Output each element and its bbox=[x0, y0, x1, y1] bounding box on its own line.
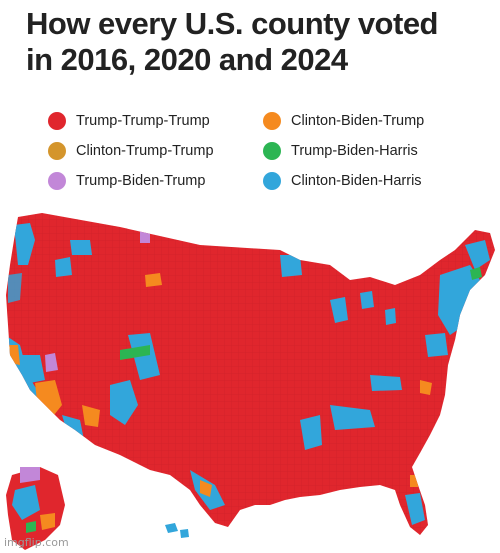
map-svg bbox=[6, 213, 495, 550]
region-oregon-west bbox=[8, 273, 22, 303]
region-mid-atlantic-blue bbox=[425, 333, 448, 357]
legend-label: Clinton-Biden-Harris bbox=[291, 173, 422, 189]
region-south-belt-blue-1 bbox=[300, 415, 322, 450]
region-colorado-blue bbox=[128, 333, 160, 380]
alaska-purple bbox=[20, 467, 40, 483]
region-montana-blue bbox=[70, 240, 92, 255]
legend-item-trump-trump-trump: Trump-Trump-Trump bbox=[48, 112, 210, 130]
legend-label: Trump-Trump-Trump bbox=[76, 113, 210, 129]
alaska-blue bbox=[12, 485, 40, 520]
region-nv-purple bbox=[45, 353, 58, 372]
region-california-orange-bay bbox=[8, 345, 20, 365]
legend-swatch bbox=[48, 112, 66, 130]
legend-item-clinton-biden-trump: Clinton-Biden-Trump bbox=[263, 112, 424, 130]
legend-swatch bbox=[48, 172, 66, 190]
us-county-map bbox=[0, 205, 500, 553]
legend-item-trump-biden-trump: Trump-Biden-Trump bbox=[48, 172, 205, 190]
legend-label: Trump-Biden-Harris bbox=[291, 143, 418, 159]
legend-swatch bbox=[48, 142, 66, 160]
title-line-2: in 2016, 2020 and 2024 bbox=[26, 42, 348, 77]
legend-label: Trump-Biden-Trump bbox=[76, 173, 206, 189]
region-south-belt-blue-2 bbox=[330, 405, 375, 430]
legend-swatch bbox=[263, 112, 281, 130]
region-south-belt-blue-3 bbox=[370, 375, 402, 391]
alaska-orange bbox=[40, 513, 55, 530]
region-new-mexico-blue bbox=[110, 380, 138, 425]
title-line-1: How every U.S. county voted bbox=[26, 6, 439, 41]
region-michigan-blue bbox=[360, 291, 374, 309]
region-california-ca-mix bbox=[20, 355, 45, 383]
region-idaho-blue bbox=[55, 257, 72, 277]
county-regions bbox=[6, 223, 490, 525]
region-wyoming-orange bbox=[145, 273, 162, 287]
region-texas-border-orange bbox=[200, 480, 212, 497]
region-florida-blue bbox=[405, 493, 425, 525]
region-arizona-orange bbox=[82, 405, 100, 427]
region-purple-north bbox=[140, 230, 150, 243]
region-chicago-blue bbox=[330, 297, 348, 323]
region-florida-orange bbox=[410, 475, 420, 487]
county-grid-overlay bbox=[6, 213, 495, 535]
legend-item-clinton-biden-harris: Clinton-Biden-Harris bbox=[263, 172, 422, 190]
legend-item-clinton-trump-trump: Clinton-Trump-Trump bbox=[48, 142, 214, 160]
region-ohio-blue bbox=[385, 308, 396, 325]
region-washington-west bbox=[14, 223, 35, 265]
region-new-england-blue bbox=[465, 240, 490, 270]
region-southeast-orange bbox=[420, 380, 432, 395]
legend: Trump-Trump-Trump Clinton-Trump-Trump Tr… bbox=[48, 112, 478, 202]
legend-item-trump-biden-harris: Trump-Biden-Harris bbox=[263, 142, 418, 160]
page-title: How every U.S. county voted in 2016, 202… bbox=[26, 6, 486, 78]
hawaii-1 bbox=[165, 523, 178, 533]
legend-label: Clinton-Trump-Trump bbox=[76, 143, 214, 159]
legend-swatch bbox=[263, 142, 281, 160]
hawaii-2 bbox=[180, 529, 189, 538]
legend-label: Clinton-Biden-Trump bbox=[291, 113, 425, 129]
watermark: imgflip.com bbox=[4, 536, 69, 549]
region-new-england-green bbox=[470, 267, 482, 280]
region-northeast-blue bbox=[438, 265, 480, 335]
legend-swatch bbox=[263, 172, 281, 190]
region-minnesota-blue bbox=[280, 255, 302, 277]
region-colorado-green bbox=[120, 345, 150, 360]
alaska-green bbox=[26, 521, 36, 533]
